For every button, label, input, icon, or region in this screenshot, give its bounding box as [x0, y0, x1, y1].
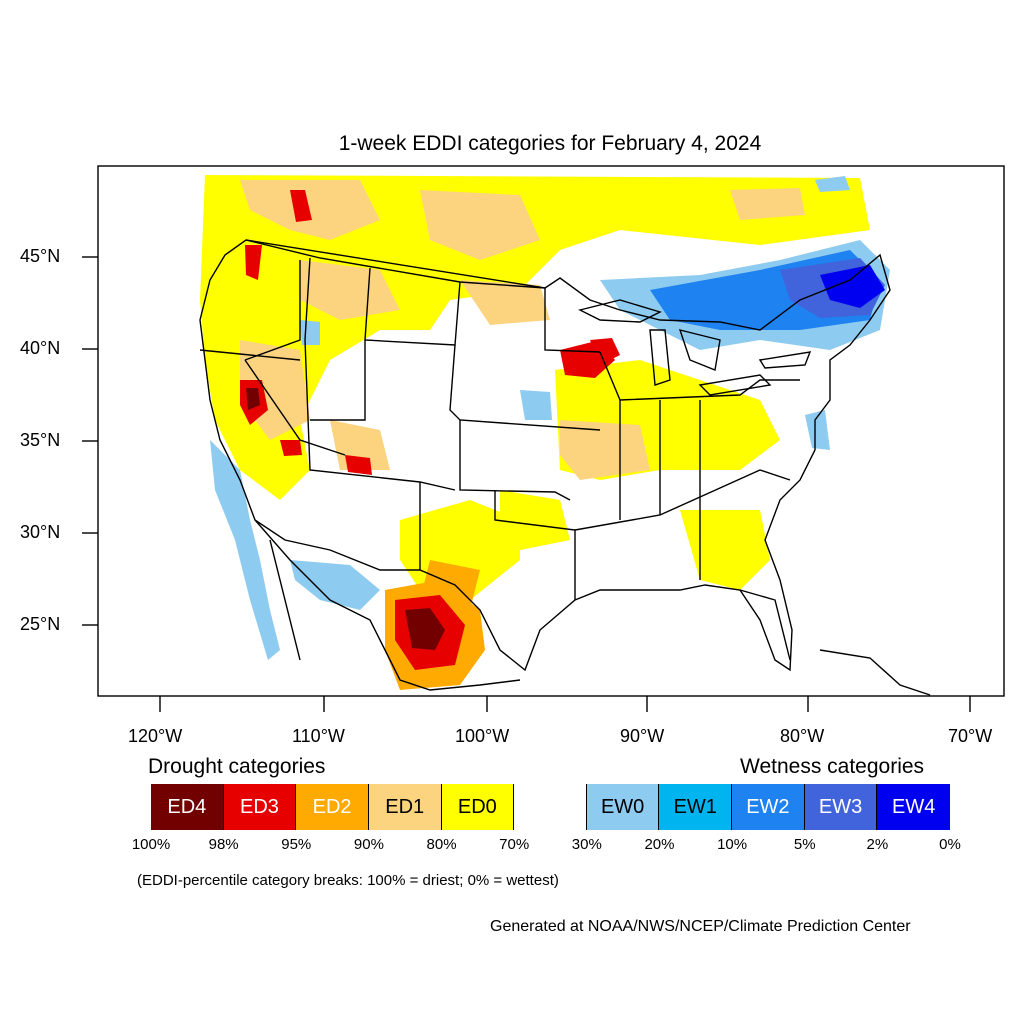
legend-box-neutral — [514, 784, 587, 830]
legend-break-label: 80% — [426, 836, 457, 853]
legend-break-label: 2% — [866, 836, 889, 853]
wetness-heading: Wetness categories — [740, 755, 925, 778]
legend-break-label: 70% — [499, 836, 530, 853]
legend-box-ew2: EW2 — [732, 784, 805, 830]
map-title: 1-week EDDI categories for February 4, 2… — [338, 132, 762, 155]
legend-break-label: 5% — [793, 836, 816, 853]
legend-break-label: 100% — [131, 836, 171, 853]
lon-label-120: 120°W — [128, 726, 183, 746]
legend-break-label: 30% — [571, 836, 602, 853]
legend-break-label: 20% — [644, 836, 675, 853]
legend-box-ew1: EW1 — [659, 784, 733, 830]
lon-label-80: 80°W — [780, 726, 825, 746]
lon-label-70: 70°W — [948, 726, 993, 746]
lon-label-90: 90°W — [620, 726, 665, 746]
legend-box-ed4: ED4 — [151, 784, 224, 830]
map-boundaries — [199, 239, 931, 696]
legend-box-ew4: EW4 — [877, 784, 950, 830]
legend-break-label: 95% — [281, 836, 312, 853]
lat-label-30: 30°N — [20, 522, 61, 542]
lat-label-45: 45°N — [20, 246, 61, 266]
lon-label-110: 110°W — [292, 726, 345, 746]
legend-box-ed3: ED3 — [223, 784, 297, 830]
longitude-ticks — [159, 696, 971, 712]
legend-box-ew0: EW0 — [586, 784, 660, 830]
legend-break-label: 10% — [717, 836, 748, 853]
legend-box-ed2: ED2 — [296, 784, 369, 830]
latitude-ticks — [82, 256, 98, 626]
lat-label-35: 35°N — [20, 430, 61, 450]
legend-break-label: 98% — [208, 836, 239, 853]
legend-box-ed0: ED0 — [441, 784, 515, 830]
lat-label-40: 40°N — [20, 338, 61, 358]
legend-box-ed1: ED1 — [368, 784, 442, 830]
legend-box-ew3: EW3 — [804, 784, 878, 830]
lon-label-100: 100°W — [455, 726, 510, 746]
eddi-field — [200, 175, 890, 690]
legend-break-label: 0% — [939, 836, 961, 853]
credit-text: Generated at NOAA/NWS/NCEP/Climate Predi… — [490, 918, 911, 935]
legend-break-label: 90% — [353, 836, 384, 853]
lat-label-25: 25°N — [20, 614, 61, 634]
legend-note: (EDDI-percentile category breaks: 100% =… — [137, 872, 559, 889]
map-frame — [97, 165, 1005, 697]
drought-heading: Drought categories — [148, 755, 326, 778]
